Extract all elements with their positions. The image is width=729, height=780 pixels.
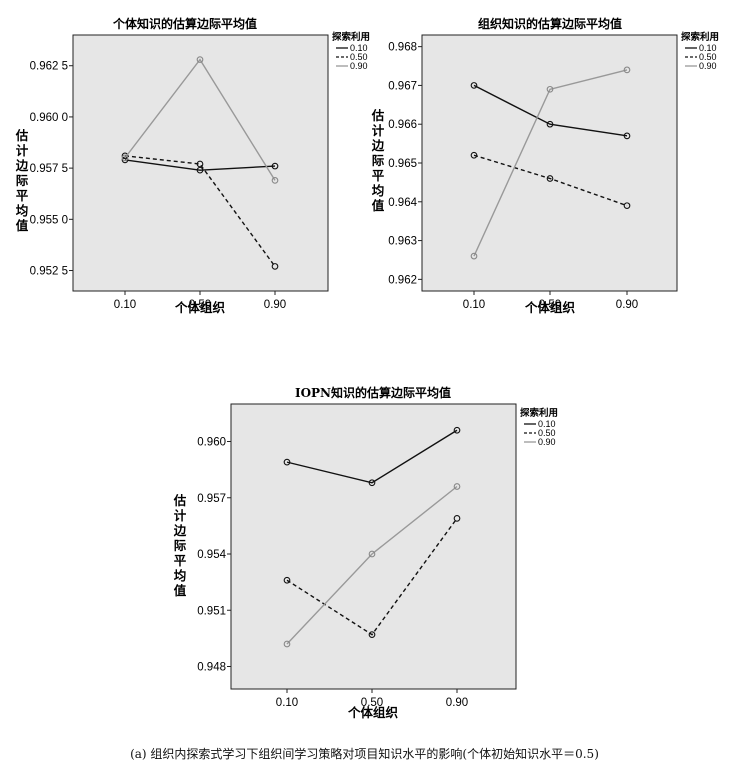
chart-panel-3: IOPN知识的估算边际平均值 0.960 0.957 0.954 0.951 0.948 0… — [173, 385, 558, 720]
legend-label: 0.50 — [350, 52, 368, 62]
x-tick-label: 0.90 — [264, 299, 286, 311]
x-tick-label: 0.50 — [539, 299, 561, 311]
chart-title: 组织知识的估算边际平均值 — [478, 16, 622, 31]
series-line-0.90 — [286, 485, 458, 645]
data-point — [623, 132, 631, 140]
chart-title: 个体知识的估算边际平均值 — [112, 16, 257, 31]
legend-label: 0.50 — [538, 428, 556, 438]
x-tick-label: 0.10 — [114, 299, 136, 311]
x-axis-label: 个体组织 — [524, 300, 576, 315]
x-axis-label: 个体组织 — [347, 705, 399, 720]
data-point — [546, 175, 554, 182]
data-point — [453, 515, 461, 522]
legend-title: 探索利用 — [332, 31, 370, 43]
data-point — [368, 631, 376, 638]
y-axis-label: 估计边际平均值 — [15, 128, 29, 233]
legend-label: 0.10 — [538, 419, 556, 429]
x-tick-label: 0.50 — [361, 697, 383, 709]
plot-area — [421, 34, 678, 292]
series-line-0.90 — [124, 58, 276, 181]
x-tick-label: 0.10 — [276, 697, 298, 709]
x-tick-label: 0.90 — [446, 697, 468, 709]
y-tick-label: 0.960 0 — [30, 112, 68, 124]
x-tick-label: 0.90 — [616, 299, 638, 311]
x-axis-label: 个体组织 — [174, 300, 226, 315]
y-axis-label: 估计边际平均值 — [371, 108, 385, 213]
data-point — [121, 152, 129, 160]
figure-caption: (a) 组织内探索式学习下组织间学习策略对项目知识水平的影响(个体初始知识水平＝… — [130, 747, 599, 761]
data-point — [623, 66, 631, 74]
y-tick-label: 0.966 — [388, 119, 417, 131]
y-tick-label: 0.962 5 — [30, 61, 68, 73]
y-tick-label: 0.957 — [197, 493, 226, 505]
legend-title: 探索利用 — [520, 407, 558, 419]
y-tick-label: 0.963 — [388, 236, 417, 248]
y-tick-label: 0.957 5 — [30, 163, 68, 175]
legend-title: 探索利用 — [681, 31, 719, 43]
data-point — [271, 162, 279, 170]
data-point — [623, 202, 631, 210]
legend-label: 0.90 — [699, 61, 717, 71]
data-point — [453, 426, 461, 434]
data-point — [283, 576, 291, 584]
y-tick-label: 0.954 — [197, 549, 226, 561]
y-tick-label: 0.952 5 — [30, 266, 68, 278]
data-point — [283, 640, 291, 648]
data-point — [196, 160, 204, 168]
series-line-0.10 — [473, 84, 628, 137]
data-point — [368, 479, 376, 487]
data-point — [121, 154, 129, 162]
y-tick-label: 0.965 — [388, 158, 417, 170]
data-point — [470, 151, 478, 159]
series-line-0.90 — [473, 69, 628, 257]
y-tick-label: 0.967 — [388, 80, 417, 92]
x-tick-label: 0.50 — [189, 299, 211, 311]
plot-area — [72, 34, 329, 292]
y-tick-label: 0.955 0 — [30, 214, 68, 226]
y-tick-label: 0.951 — [197, 605, 226, 617]
data-point — [196, 56, 204, 63]
series-line-0.50 — [286, 517, 458, 636]
plot-area — [230, 403, 517, 690]
data-point — [470, 82, 478, 89]
y-tick-label: 0.968 — [388, 42, 417, 54]
chart-panel-1: 个体知识的估算边际平均值 0.962 5 0.960 0 0.957 5 0.955 0… — [15, 16, 370, 315]
x-tick-label: 0.10 — [463, 299, 485, 311]
data-point — [271, 177, 279, 184]
series-line-0.10 — [286, 429, 458, 484]
legend-label: 0.10 — [699, 43, 717, 53]
legend-label: 0.10 — [350, 43, 368, 53]
data-point — [546, 85, 554, 93]
data-point — [271, 263, 279, 270]
data-point — [546, 120, 554, 128]
chart-title: IOPN知识的估算边际平均值 — [295, 385, 451, 400]
legend-label: 0.90 — [538, 437, 556, 447]
series-line-0.50 — [473, 154, 628, 207]
y-axis-label: 估计边际平均值 — [173, 493, 187, 598]
data-point — [283, 458, 291, 466]
y-tick-label: 0.962 — [388, 274, 417, 286]
series-line-0.10 — [124, 159, 276, 171]
chart-panel-2: 组织知识的估算边际平均值 0.968 0.967 0.966 0.965 0.964 0.9… — [371, 16, 719, 315]
y-tick-label: 0.960 — [197, 437, 226, 449]
y-tick-label: 0.948 — [197, 662, 226, 674]
legend-label: 0.90 — [350, 61, 368, 71]
y-tick-label: 0.964 — [388, 197, 417, 209]
data-point — [368, 550, 376, 558]
legend-label: 0.50 — [699, 52, 717, 62]
data-point — [470, 252, 478, 260]
data-point — [453, 483, 461, 490]
